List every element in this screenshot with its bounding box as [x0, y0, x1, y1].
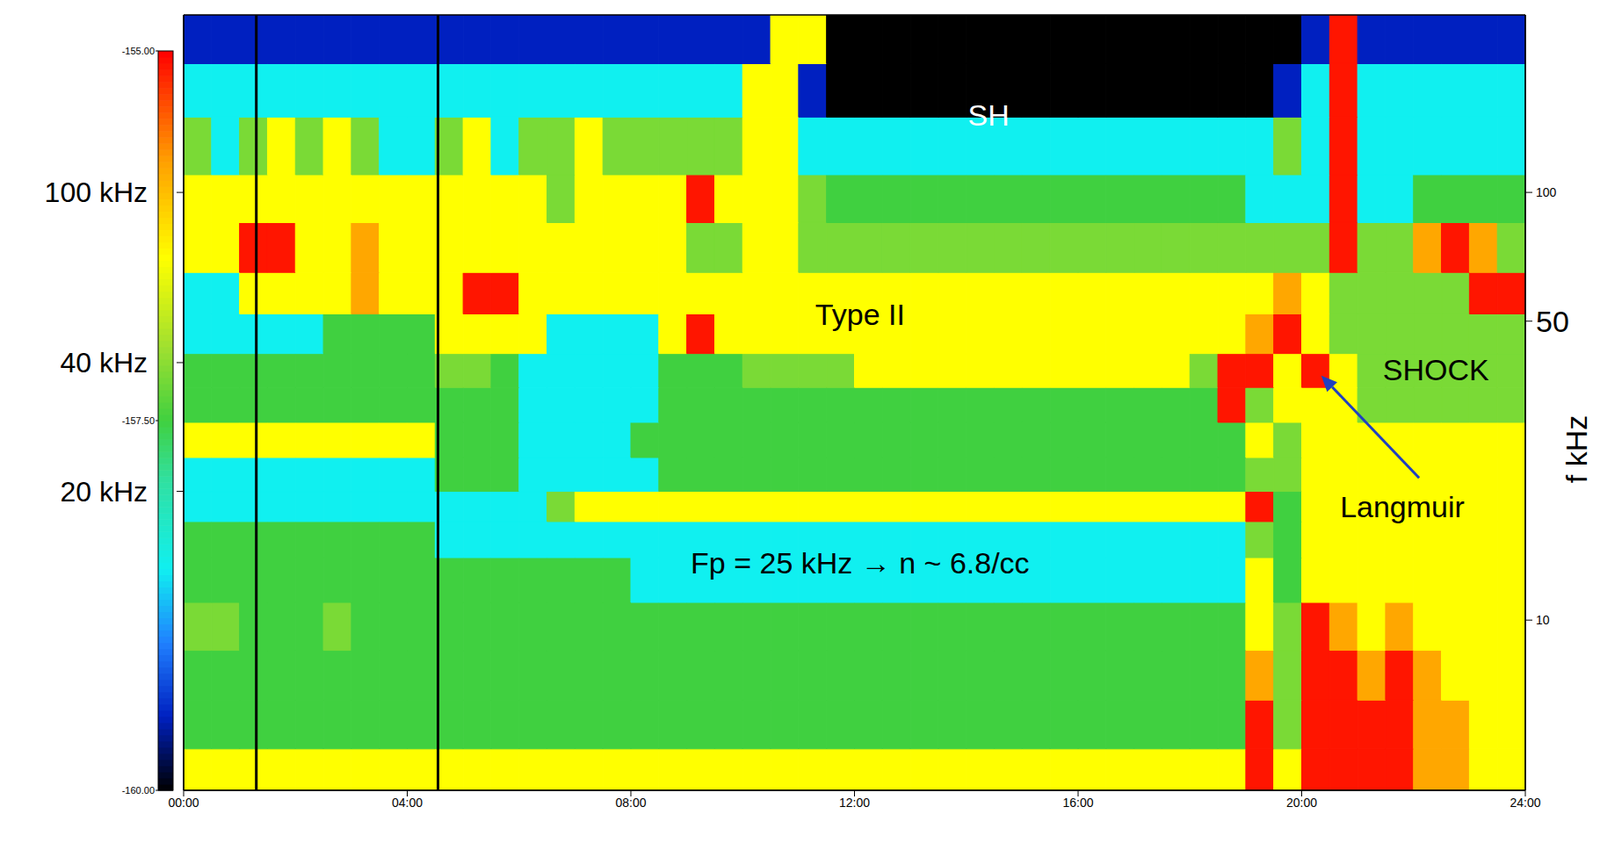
svg-text:10: 10	[1535, 613, 1550, 628]
svg-text:SH: SH	[968, 98, 1010, 132]
svg-text:16:00: 16:00	[1062, 796, 1094, 811]
svg-text:04:00: 04:00	[391, 796, 423, 811]
svg-text:100: 100	[1535, 185, 1557, 200]
svg-text:08:00: 08:00	[615, 796, 646, 811]
svg-text:Type II: Type II	[815, 297, 905, 332]
svg-text:f kHz: f kHz	[1559, 415, 1593, 484]
svg-text:24:00: 24:00	[1509, 796, 1541, 811]
svg-text:-160.00: -160.00	[122, 785, 155, 797]
svg-text:50: 50	[1535, 304, 1570, 339]
svg-text:100 kHz: 100 kHz	[44, 176, 148, 209]
svg-text:Langmuir: Langmuir	[1339, 490, 1465, 524]
svg-text:00:00: 00:00	[167, 796, 199, 811]
svg-text:20 kHz: 20 kHz	[59, 476, 148, 508]
svg-text:40 kHz: 40 kHz	[59, 347, 148, 379]
svg-text:20:00: 20:00	[1286, 796, 1318, 811]
svg-text:12:00: 12:00	[839, 796, 870, 811]
svg-text:SHOCK: SHOCK	[1382, 353, 1490, 387]
svg-text:-157.50: -157.50	[122, 415, 155, 427]
svg-text:Fp = 25 kHz → n ~ 6.8/cc: Fp = 25 kHz → n ~ 6.8/cc	[690, 546, 1030, 580]
svg-text:-155.00: -155.00	[122, 45, 155, 57]
